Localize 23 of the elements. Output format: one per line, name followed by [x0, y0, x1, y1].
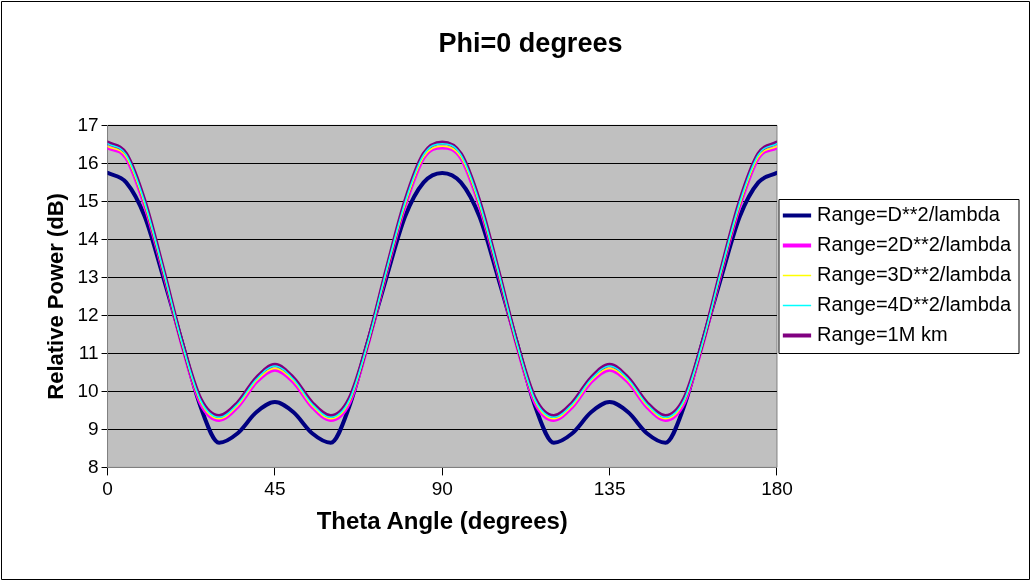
y-tick-label: 14 — [77, 227, 99, 249]
y-tick-label: 9 — [87, 417, 99, 439]
legend-label: Range=4D**2/lambda — [816, 293, 1012, 316]
y-axis-title: Relative Power (dB) — [43, 193, 69, 400]
y-tick-label: 11 — [78, 341, 99, 363]
y-tick-label: 13 — [77, 265, 99, 287]
x-tick-label: 180 — [761, 478, 793, 500]
x-axis-title: Theta Angle (degrees) — [316, 507, 568, 535]
legend-label: Range=1M km — [816, 323, 948, 346]
x-tick-label: 45 — [264, 478, 286, 500]
legend-label: Range=2D**2/lambda — [816, 233, 1012, 256]
legend-label: Range=D**2/lambda — [816, 203, 1001, 226]
y-tick-label: 17 — [77, 113, 99, 135]
x-tick-label: 135 — [593, 478, 626, 500]
x-tick-label: 90 — [431, 478, 453, 500]
y-tick-label: 12 — [77, 303, 99, 325]
x-tick-label: 0 — [102, 478, 113, 500]
legend-label: Range=3D**2/lambda — [816, 263, 1012, 286]
y-tick-label: 15 — [77, 189, 99, 211]
chart-title: Phi=0 degrees — [438, 27, 623, 58]
y-tick-label: 10 — [77, 379, 99, 401]
y-tick-label: 16 — [77, 151, 99, 173]
y-tick-label: 8 — [87, 455, 99, 477]
